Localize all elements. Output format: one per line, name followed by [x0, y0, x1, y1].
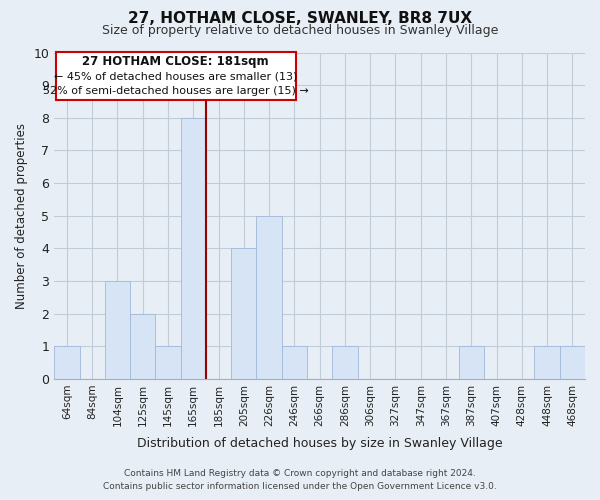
Bar	[282, 346, 307, 379]
Text: 52% of semi-detached houses are larger (15) →: 52% of semi-detached houses are larger (…	[43, 86, 308, 96]
Bar	[130, 314, 155, 379]
FancyBboxPatch shape	[56, 52, 296, 100]
Bar	[54, 346, 80, 379]
Text: Size of property relative to detached houses in Swanley Village: Size of property relative to detached ho…	[102, 24, 498, 37]
Y-axis label: Number of detached properties: Number of detached properties	[15, 122, 28, 308]
Text: 27, HOTHAM CLOSE, SWANLEY, BR8 7UX: 27, HOTHAM CLOSE, SWANLEY, BR8 7UX	[128, 11, 472, 26]
Bar	[458, 346, 484, 379]
Bar	[332, 346, 358, 379]
Bar	[155, 346, 181, 379]
Text: 27 HOTHAM CLOSE: 181sqm: 27 HOTHAM CLOSE: 181sqm	[82, 55, 269, 68]
Bar	[535, 346, 560, 379]
Bar	[231, 248, 256, 379]
Text: Contains HM Land Registry data © Crown copyright and database right 2024.
Contai: Contains HM Land Registry data © Crown c…	[103, 469, 497, 491]
Bar	[560, 346, 585, 379]
Bar	[256, 216, 282, 379]
Bar	[105, 281, 130, 379]
X-axis label: Distribution of detached houses by size in Swanley Village: Distribution of detached houses by size …	[137, 437, 502, 450]
Text: ← 45% of detached houses are smaller (13): ← 45% of detached houses are smaller (13…	[54, 71, 297, 81]
Bar	[181, 118, 206, 379]
